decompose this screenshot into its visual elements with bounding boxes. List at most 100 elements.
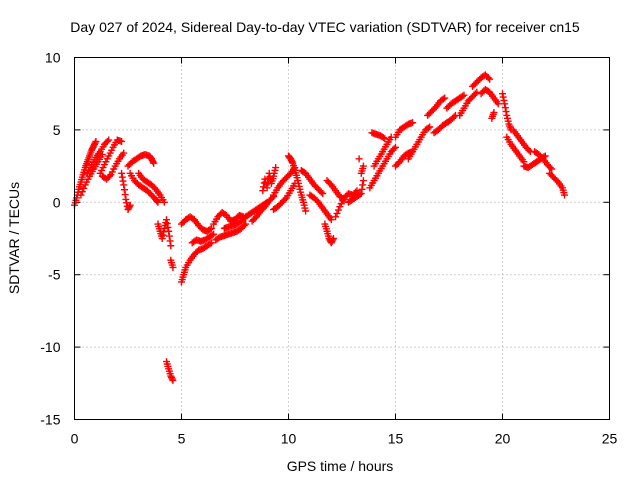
data-point xyxy=(164,223,172,231)
data-point xyxy=(120,186,128,194)
x-tick-label: 15 xyxy=(388,431,404,447)
data-point xyxy=(390,145,398,153)
data-point xyxy=(490,109,498,117)
data-point xyxy=(329,235,337,242)
axis-ticks xyxy=(74,57,610,420)
data-point xyxy=(460,91,468,99)
data-point xyxy=(281,195,289,203)
data-point xyxy=(358,185,366,193)
x-tick-label: 10 xyxy=(281,431,297,447)
data-point xyxy=(501,100,509,108)
data-point xyxy=(546,164,554,172)
y-axis-title: SDTVAR / TECUs xyxy=(6,182,22,294)
data-point xyxy=(525,146,533,154)
data-point xyxy=(165,227,173,235)
data-point xyxy=(240,221,248,229)
tick-labels: 0 5 10 15 20 25 -15 -10 -5 0 5 10 xyxy=(40,50,617,447)
y-tick-label: -15 xyxy=(40,412,60,428)
data-point xyxy=(159,231,167,239)
data-point xyxy=(123,199,131,207)
data-point xyxy=(163,216,171,224)
data-point xyxy=(484,74,492,82)
data-point xyxy=(92,137,100,145)
data-point xyxy=(359,177,367,185)
data-point xyxy=(210,230,218,238)
plot-frame xyxy=(74,57,610,420)
data-point xyxy=(166,237,174,245)
data-point xyxy=(272,164,280,172)
data-point xyxy=(288,158,296,166)
data-point xyxy=(501,104,509,112)
data-point xyxy=(359,181,367,189)
data-point xyxy=(122,195,130,203)
data-point xyxy=(153,197,161,205)
data-point xyxy=(206,225,214,233)
data-point xyxy=(355,155,363,163)
data-point xyxy=(426,123,434,131)
data-point xyxy=(327,216,335,224)
data-point xyxy=(263,184,271,192)
data-point xyxy=(379,134,387,142)
data-point xyxy=(125,203,133,211)
data-point xyxy=(208,231,216,239)
y-tick-label: 0 xyxy=(53,194,61,210)
y-tick-label: 5 xyxy=(53,122,61,138)
data-point xyxy=(499,90,506,98)
data-point xyxy=(80,184,88,192)
data-point xyxy=(441,94,449,102)
data-point xyxy=(333,209,341,217)
data-point xyxy=(118,169,126,177)
x-tick-label: 25 xyxy=(602,431,618,447)
data-point xyxy=(165,232,173,240)
data-point xyxy=(160,198,168,206)
y-tick-label: -10 xyxy=(40,339,60,355)
data-point xyxy=(169,263,177,271)
data-point xyxy=(500,96,508,104)
data-point xyxy=(242,220,250,228)
data-point xyxy=(158,235,166,242)
data-point xyxy=(103,137,111,145)
data-point xyxy=(486,75,494,83)
data-point xyxy=(334,206,342,214)
data-point xyxy=(450,113,458,121)
x-tick-label: 0 xyxy=(71,431,79,447)
data-point xyxy=(548,165,556,173)
x-tick-label: 20 xyxy=(495,431,511,447)
data-point xyxy=(168,375,176,383)
data-point xyxy=(121,191,129,199)
data-point xyxy=(105,136,113,144)
data-point xyxy=(494,100,502,108)
data-point xyxy=(78,188,86,196)
x-axis-title: GPS time / hours xyxy=(287,458,394,474)
data-points xyxy=(71,71,569,384)
data-point xyxy=(126,201,134,209)
data-point xyxy=(118,173,126,181)
data-point xyxy=(359,162,367,170)
data-point xyxy=(120,181,128,189)
data-point xyxy=(332,213,340,221)
data-point xyxy=(302,207,310,215)
data-point xyxy=(163,220,171,228)
data-point xyxy=(149,158,157,166)
data-point xyxy=(392,143,399,151)
data-point xyxy=(259,187,267,195)
data-point xyxy=(77,191,85,199)
data-point xyxy=(154,198,162,206)
data-point xyxy=(424,124,432,132)
chart-title: Day 027 of 2024, Sidereal Day-to-day VTE… xyxy=(70,19,580,35)
y-tick-label: -5 xyxy=(48,267,61,283)
data-point xyxy=(459,92,467,100)
data-point xyxy=(499,93,507,101)
data-point xyxy=(207,224,215,232)
data-point xyxy=(381,135,389,143)
data-point xyxy=(120,149,128,157)
data-point xyxy=(207,239,215,247)
data-point xyxy=(319,190,327,198)
data-point xyxy=(150,159,158,167)
data-point xyxy=(91,139,99,147)
grid xyxy=(74,57,610,420)
y-tick-label: 10 xyxy=(45,50,61,66)
data-point xyxy=(118,137,126,145)
